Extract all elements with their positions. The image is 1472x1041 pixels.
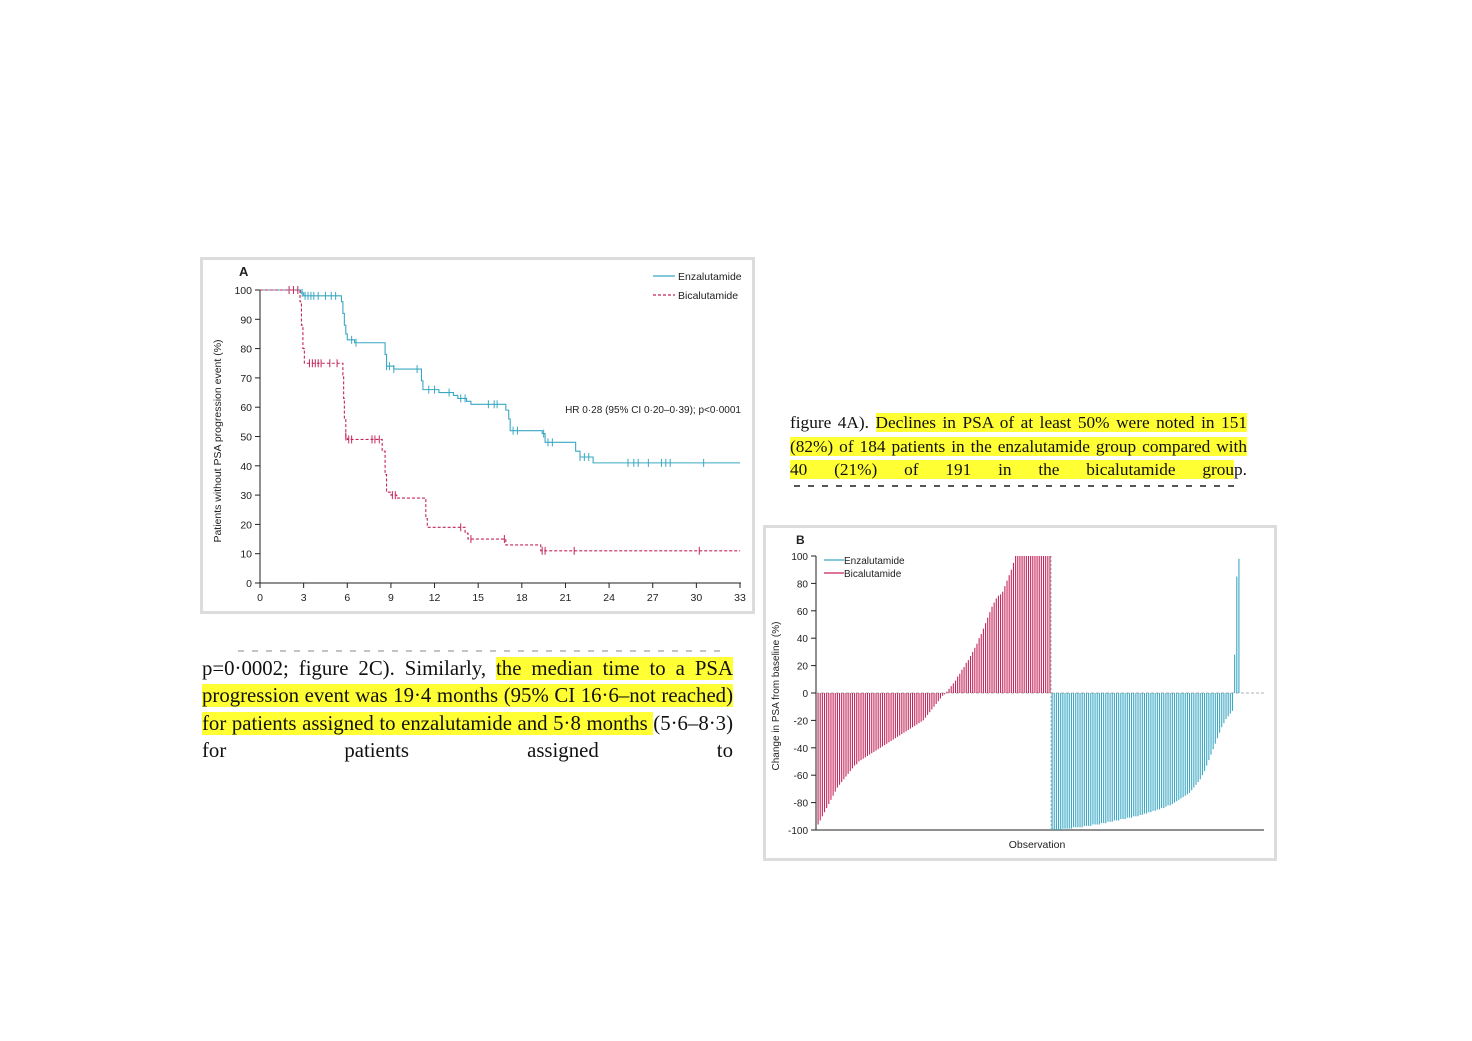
x-tick-label: 21 — [560, 592, 572, 604]
paragraph-text: figure 4A). — [790, 413, 876, 432]
legend-label-enzalutamide: Enzalutamide — [844, 556, 905, 567]
x-tick-label: 9 — [388, 592, 394, 604]
x-tick-label: 27 — [647, 592, 659, 604]
hazard-ratio-annotation: HR 0·28 (95% CI 0·20–0·39); p<0·0001 — [565, 405, 741, 416]
y-tick-label: 30 — [240, 490, 252, 502]
km-curve-bicalutamide — [260, 289, 740, 552]
y-tick-label: 40 — [797, 634, 809, 645]
waterfall-chart: B -100 -80 -60 -40 -20 0 20 40 60 80 100 Enzalutam… — [771, 533, 1264, 851]
y-tick-label: 40 — [240, 461, 252, 473]
y-tick-label: -20 — [794, 716, 809, 727]
y-tick-label: 20 — [240, 519, 252, 531]
cutoff-text-line — [794, 485, 1234, 487]
x-tick-label: 6 — [344, 592, 350, 604]
y-tick-label: 100 — [791, 552, 808, 563]
y-tick-label: 50 — [240, 432, 252, 444]
x-tick-label: 0 — [257, 592, 263, 604]
y-tick-label: 60 — [797, 607, 809, 618]
x-axis-label-b: Observation — [1009, 839, 1066, 851]
x-tick-label: 3 — [301, 592, 307, 604]
y-tick-label: 80 — [797, 579, 809, 590]
cutoff-text-line — [238, 650, 728, 652]
y-tick-label: 70 — [240, 373, 252, 385]
y-tick-label: -80 — [794, 799, 809, 810]
x-tick-label: 33 — [734, 592, 746, 604]
legend-label-bicalutamide: Bicalutamide — [678, 290, 738, 302]
panel-label-b: B — [796, 533, 805, 547]
km-curve-enzalutamide — [260, 289, 740, 464]
y-tick-label: 0 — [802, 689, 808, 700]
x-tick-label: 24 — [603, 592, 615, 604]
x-tick-label: 12 — [429, 592, 441, 604]
paragraph-text: p=0·0002; figure 2C). Similarly, — [202, 657, 497, 680]
x-tick-label: 15 — [472, 592, 484, 604]
x-tick-label: 30 — [691, 592, 703, 604]
panel-label-a: A — [239, 264, 249, 279]
figure-b-panel: B -100 -80 -60 -40 -20 0 20 40 60 80 100 Enzalutam… — [763, 525, 1277, 861]
legend-label-enzalutamide: Enzalutamide — [678, 271, 742, 283]
paragraph-text: p. — [1234, 460, 1247, 479]
y-tick-label: 0 — [246, 578, 252, 590]
y-tick-label: 10 — [240, 549, 252, 561]
figure-a-panel: A 0 3 6 9 12 15 18 21 24 27 30 33 0 10 20 30 40 50 60 70 80 9… — [200, 257, 755, 614]
y-tick-label: 100 — [234, 285, 252, 297]
y-axis-label-b: Change in PSA from baseline (%) — [771, 622, 782, 771]
x-tick-label: 18 — [516, 592, 528, 604]
body-paragraph-right: figure 4A). Declines in PSA of at least … — [790, 411, 1247, 482]
y-tick-label: -60 — [794, 771, 809, 782]
y-tick-label: 20 — [797, 662, 809, 673]
y-axis-label-a: Patients without PSA progression event (… — [212, 339, 224, 542]
body-paragraph-left: p=0·0002; figure 2C). Similarly, the med… — [202, 655, 733, 764]
y-tick-label: -100 — [788, 826, 808, 837]
y-tick-label: -40 — [794, 744, 809, 755]
y-tick-label: 60 — [240, 402, 252, 414]
km-chart: A 0 3 6 9 12 15 18 21 24 27 30 33 0 10 20 30 40 50 60 70 80 9… — [212, 264, 746, 604]
y-tick-label: 80 — [240, 344, 252, 356]
y-tick-label: 90 — [240, 314, 252, 326]
legend-label-bicalutamide: Bicalutamide — [844, 569, 902, 580]
paragraph-text: (5·6–8·3) for patients assigned to — [202, 711, 733, 762]
